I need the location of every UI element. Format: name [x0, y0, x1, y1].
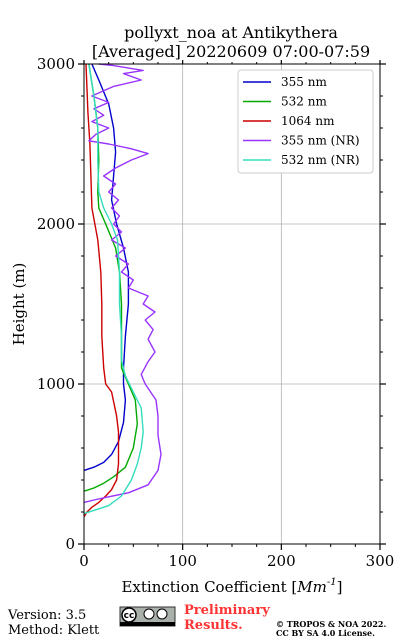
x-tick-label: 200	[267, 552, 296, 570]
x-tick-label: 0	[79, 552, 89, 570]
cc-icon	[121, 607, 137, 623]
x-tick-label: 100	[168, 552, 197, 570]
version-text: Version: 3.5	[7, 608, 86, 623]
legend-box	[237, 69, 374, 174]
y-tick-label: 0	[65, 535, 75, 553]
series-line-4	[83, 63, 144, 515]
legend: 355 nm 532 nm 1064 nm 355 nm (NR) 532 nm (NR…	[237, 69, 374, 174]
by-icon	[143, 608, 155, 620]
y-axis-label: Height (m)	[10, 263, 28, 346]
series-line-2	[83, 63, 120, 518]
preliminary-label-line2: Results.	[184, 618, 243, 633]
legend-label-3: 355 nm (NR)	[281, 134, 360, 148]
copyright-line1: © TROPOS & NOA 2022.	[276, 619, 386, 629]
cc-license-badge: cc	[119, 606, 176, 627]
method-text: Method: Klett	[8, 623, 100, 638]
x-axis-label-unit: Mm	[296, 578, 327, 596]
legend-label-4: 532 nm (NR)	[281, 153, 360, 167]
copyright-line2: CC BY SA 4.0 License.	[276, 628, 375, 638]
series-line-0	[83, 63, 130, 472]
x-axis-label: Extinction Coefficient [Mm-1]	[121, 577, 342, 596]
legend-label-1: 532 nm	[281, 95, 327, 109]
chart-title: pollyxt_noa at Antikythera	[124, 23, 338, 42]
cc-badge-text: cc	[124, 611, 135, 621]
chart-subtitle: [Averaged] 20220609 07:00-07:59	[92, 42, 370, 61]
series-line-3	[83, 63, 162, 504]
sa-icon	[156, 608, 168, 620]
x-axis-label-prefix: Extinction Coefficient [	[121, 578, 297, 596]
data-series	[83, 63, 162, 518]
x-axis-label-suffix: ]	[337, 578, 343, 596]
y-tick-label: 2000	[37, 215, 75, 233]
y-tick-label: 1000	[37, 375, 75, 393]
x-tick-label: 300	[366, 552, 395, 570]
legend-label-2: 1064 nm	[281, 114, 335, 128]
legend-label-0: 355 nm	[281, 75, 327, 89]
x-axis-label-exponent: -1	[327, 577, 337, 588]
preliminary-label-line1: Preliminary	[184, 603, 270, 618]
y-tick-label: 3000	[37, 55, 75, 73]
